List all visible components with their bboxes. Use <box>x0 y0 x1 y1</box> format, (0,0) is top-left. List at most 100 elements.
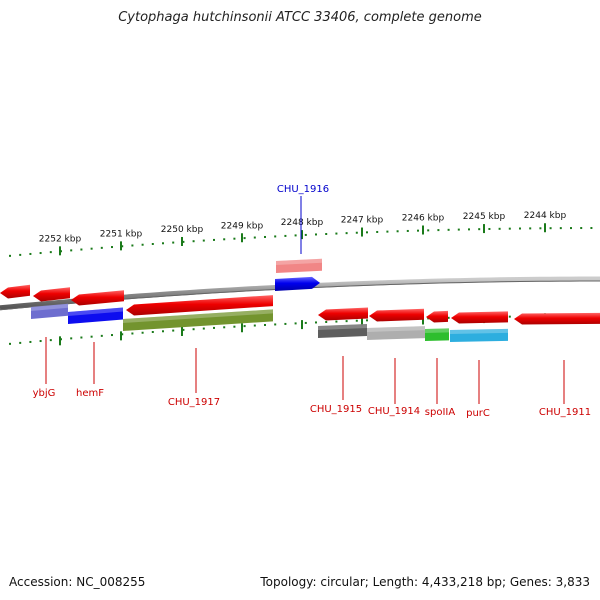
scale-dot <box>274 235 277 238</box>
scale-dot <box>488 227 491 230</box>
gene-label: CHU_1916 <box>277 184 329 195</box>
scale-tick-label: 2244 kbp <box>524 211 567 221</box>
scale-dot <box>39 340 42 343</box>
scale-dot <box>131 244 134 247</box>
category-bar-highlight <box>318 323 367 330</box>
scale-dot <box>274 323 277 326</box>
scale-dot <box>19 253 22 256</box>
scale-dot <box>182 240 185 243</box>
reverse-gene-arrow <box>318 307 368 321</box>
scale-dot <box>182 328 185 331</box>
scale-dot <box>243 325 246 328</box>
scale-dot <box>457 228 460 231</box>
scale-tick-label: 2246 kbp <box>402 214 445 224</box>
scale-tick <box>361 227 363 237</box>
scale-dot <box>304 321 307 324</box>
scale-tick-label: 2245 kbp <box>463 212 506 222</box>
scale-dot <box>202 327 205 330</box>
scale-tick <box>181 236 183 246</box>
scale-dot <box>141 331 144 334</box>
scale-tick-label: 2250 kbp <box>161 225 204 235</box>
scale-dot <box>406 229 409 232</box>
scale-dot <box>570 227 572 230</box>
scale-dot <box>498 227 501 230</box>
scale-dot <box>223 326 226 329</box>
scale-dot <box>355 319 358 322</box>
scale-dot <box>478 228 481 231</box>
tick-labels: 2252 kbp 2251 kbp 2250 kbp 2249 kbp 2248 kbp… <box>39 211 567 244</box>
scale-dot <box>9 254 11 257</box>
scale-dot <box>264 235 266 238</box>
reverse-gene-arrow <box>126 295 273 316</box>
reverse-gene-arrow <box>426 310 448 323</box>
scale-dot <box>417 229 419 232</box>
scale-dot <box>590 227 593 230</box>
category-bar-highlight <box>123 309 273 323</box>
scale-dot <box>233 325 236 328</box>
scale-dot <box>294 234 297 237</box>
reverse-gene-arrow <box>369 308 424 322</box>
scale-dot <box>559 227 562 230</box>
scale-dot <box>335 320 338 323</box>
gene-label: purC <box>466 408 490 419</box>
scale-tick <box>361 317 363 327</box>
scale-dot <box>315 321 317 324</box>
scale-dot <box>90 335 93 338</box>
category-bar <box>276 258 322 273</box>
scale-dot <box>325 320 328 323</box>
scale-dot <box>304 233 307 236</box>
gene-label: CHU_1911 <box>539 407 591 418</box>
scale-tick-label: 2249 kbp <box>221 221 264 231</box>
reverse-gene-arrow <box>514 312 600 325</box>
scale-dot <box>396 230 399 233</box>
scale-dot <box>355 231 358 234</box>
category-bar <box>318 323 367 338</box>
category-bar-highlight <box>31 303 68 311</box>
scale-dot <box>100 246 103 249</box>
scale-dot <box>162 330 164 333</box>
scale-dot <box>233 237 236 240</box>
scale-dot <box>213 326 215 329</box>
scale-dot <box>539 227 542 230</box>
map-title: Cytophaga hutchinsonii ATCC 33406, compl… <box>118 10 482 25</box>
gene-label: hemF <box>76 388 104 399</box>
scale-tick-label: 2247 kbp <box>341 216 384 226</box>
scale-dot <box>213 238 215 241</box>
scale-dot <box>39 252 42 255</box>
scale-dot <box>243 237 246 240</box>
scale-dot <box>29 340 32 343</box>
category-bar <box>367 326 425 340</box>
gene-label: ybjG <box>33 388 56 399</box>
scale-tick <box>241 323 243 333</box>
scale-dot <box>345 320 348 323</box>
scale-dot <box>519 227 521 230</box>
scale-dot <box>100 334 103 337</box>
scale-dot <box>70 249 73 252</box>
scale-dot <box>284 322 287 325</box>
scale-dot <box>19 341 22 344</box>
scale-dot <box>131 332 134 335</box>
reverse-gene-arrow <box>451 311 508 324</box>
scale-tick <box>59 336 61 346</box>
scale-tick <box>59 246 61 256</box>
scale-dot <box>508 315 511 318</box>
scale-tick-label: 2248 kbp <box>281 218 324 228</box>
scale-dot <box>366 319 368 322</box>
gene-label: CHU_1914 <box>368 406 420 417</box>
scale-tick <box>483 224 485 234</box>
topology-text: Topology: circular; Length: 4,433,218 bp… <box>260 575 590 589</box>
reverse-gene-arrow <box>33 287 70 302</box>
scale-dot <box>447 228 450 231</box>
scale-dot <box>468 228 470 231</box>
reverse-gene-arrow <box>71 290 124 306</box>
scale-dot <box>253 236 256 239</box>
scale-dot <box>29 252 32 255</box>
scale-tick <box>120 241 122 251</box>
scale-tick <box>422 315 424 325</box>
gene-label: spoIIA <box>425 407 456 418</box>
gene-labels: ybjG hemF CHU_1917 CHU_1916 CHU_1915 CHU_1914… <box>33 184 592 419</box>
scale-tick <box>301 320 303 330</box>
scale-tick <box>544 223 546 233</box>
reverse-gene-arrow <box>0 284 30 299</box>
